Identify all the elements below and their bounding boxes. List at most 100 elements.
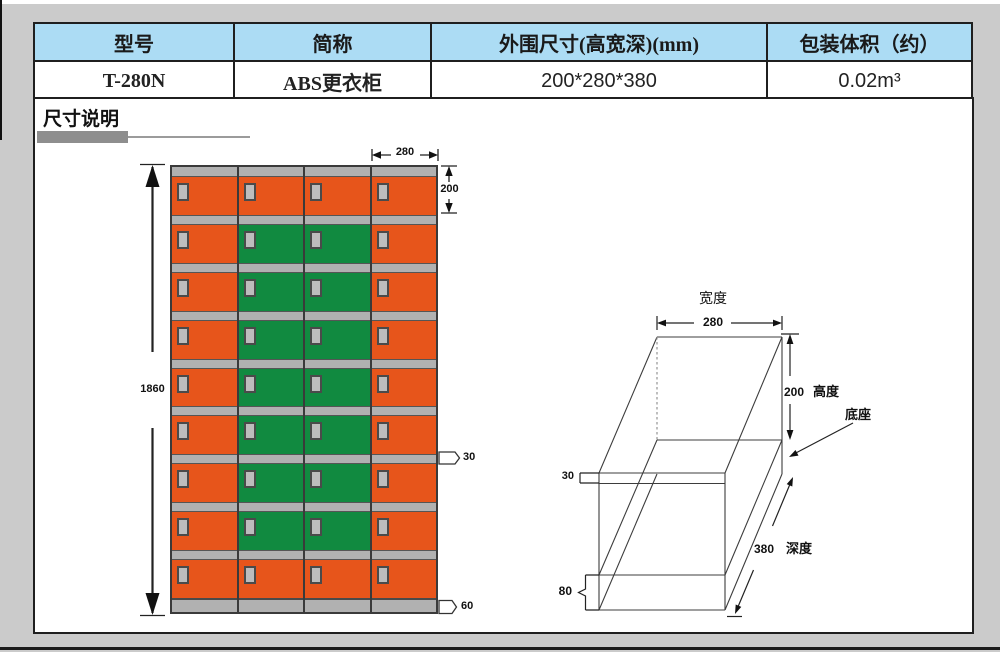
locker-door-handle — [177, 230, 189, 249]
locker-door — [371, 512, 436, 551]
value-packing-volume: 0.02m³ — [766, 60, 973, 102]
shelf-strip — [371, 358, 436, 369]
locker-door-handle — [177, 278, 189, 297]
locker-door-handle — [376, 470, 389, 489]
page-left-edge — [0, 0, 2, 140]
locker-door — [305, 464, 370, 503]
header-outer-dimensions: 外围尺寸(高宽深)(mm) — [430, 22, 768, 62]
locker-base — [371, 598, 436, 613]
locker-grid — [170, 165, 438, 614]
locker-door-handle — [243, 326, 256, 345]
shelf-strip — [371, 310, 436, 321]
shelf-strip — [172, 358, 237, 369]
locker-column — [172, 167, 239, 613]
shelf-strip — [172, 167, 237, 177]
iso-width-label: 宽度 — [699, 290, 727, 306]
locker-door — [172, 560, 237, 599]
spec-table: 型号 简称 外围尺寸(高宽深)(mm) 包装体积（约） T-280N ABS更衣… — [33, 22, 973, 102]
locker-door-handle — [376, 183, 389, 201]
value-model: T-280N — [33, 60, 235, 102]
locker-door — [172, 368, 237, 407]
locker-door — [172, 224, 237, 263]
section-title: 尺寸说明 — [43, 109, 120, 130]
locker-door-handle — [177, 183, 189, 201]
iso-height-dim-group: 200 高度 — [784, 381, 839, 400]
locker-door-handle — [177, 374, 189, 393]
locker-door-handle — [310, 422, 322, 441]
shelf-strip — [172, 214, 237, 225]
front-cell-height-dim-label: 200 — [440, 183, 459, 195]
shelf-strip — [305, 358, 370, 369]
locker-door — [172, 512, 237, 551]
locker-door — [305, 560, 370, 599]
front-width-dim-label: 280 — [395, 146, 415, 158]
locker-door-handle — [243, 278, 256, 297]
locker-base — [305, 598, 370, 613]
locker-door — [238, 464, 303, 503]
iso-depth-dim-group: 380 深度 — [754, 538, 812, 557]
shelf-strip — [371, 214, 436, 225]
shelf-strip — [238, 167, 303, 177]
locker-door-handle — [243, 470, 256, 489]
iso-height-dim-label: 200 — [784, 385, 805, 399]
shelf-strip — [172, 502, 237, 513]
locker-door — [305, 177, 370, 215]
iso-base-label: 底座 — [845, 407, 872, 422]
locker-door-handle — [243, 566, 256, 585]
locker-door — [172, 464, 237, 503]
locker-door-handle — [177, 518, 189, 537]
shelf-strip — [172, 454, 237, 465]
iso-bottom-dim-label: 80 — [558, 584, 572, 598]
value-outer-dimensions: 200*280*380 — [430, 60, 768, 102]
locker-door-handle — [310, 278, 322, 297]
locker-door-handle — [376, 326, 389, 345]
shelf-strip — [305, 502, 370, 513]
locker-base — [172, 598, 237, 613]
locker-door — [305, 512, 370, 551]
locker-door — [371, 416, 436, 455]
iso-height-label: 高度 — [813, 384, 840, 399]
iso-depth-dim-label: 380 — [754, 542, 775, 556]
locker-door-handle — [376, 374, 389, 393]
locker-door — [238, 416, 303, 455]
locker-door-handle — [310, 470, 322, 489]
locker-door-handle — [376, 230, 389, 249]
front-divider-dim-label: 30 — [463, 451, 476, 463]
shelf-strip — [371, 550, 436, 561]
locker-door-handle — [177, 470, 189, 489]
locker-door — [172, 416, 237, 455]
section-title-underline-bar — [37, 131, 128, 143]
locker-door — [371, 224, 436, 263]
locker-base — [238, 598, 303, 613]
header-model: 型号 — [33, 22, 235, 62]
iso-top-dim-label: 30 — [561, 470, 574, 482]
locker-door-handle — [376, 278, 389, 297]
locker-door-handle — [243, 183, 256, 201]
shelf-strip — [371, 454, 436, 465]
front-total-height-dim-label: 1860 — [140, 383, 165, 395]
locker-door — [305, 416, 370, 455]
shelf-strip — [172, 262, 237, 273]
locker-door-handle — [310, 374, 322, 393]
locker-door-handle — [310, 566, 322, 585]
locker-door-handle — [310, 518, 322, 537]
locker-door — [371, 320, 436, 359]
locker-door — [238, 512, 303, 551]
locker-door-handle — [376, 566, 389, 585]
spec-value-row: T-280N ABS更衣柜 200*280*380 0.02m³ — [33, 60, 973, 102]
shelf-strip — [305, 310, 370, 321]
locker-door-handle — [310, 326, 322, 345]
locker-door-handle — [177, 326, 189, 345]
locker-door — [371, 272, 436, 311]
locker-door — [172, 272, 237, 311]
front-base-dim-label: 60 — [461, 600, 474, 612]
shelf-strip — [238, 406, 303, 417]
locker-door — [238, 177, 303, 215]
shelf-strip — [172, 406, 237, 417]
section-title-rule — [128, 136, 250, 138]
locker-door — [238, 320, 303, 359]
value-short-name: ABS更衣柜 — [233, 60, 432, 102]
locker-door — [305, 320, 370, 359]
shelf-strip — [305, 550, 370, 561]
